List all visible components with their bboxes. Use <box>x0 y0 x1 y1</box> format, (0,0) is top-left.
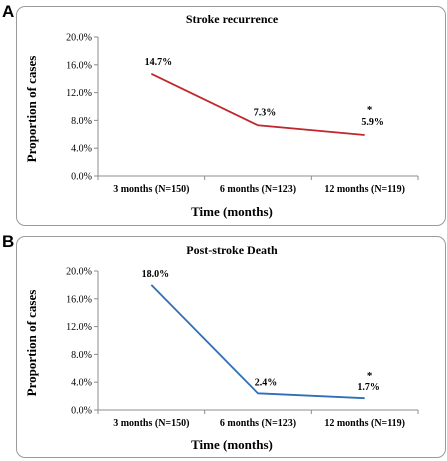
chart-a-data-label: 14.7% <box>145 57 173 68</box>
chart-b-ytick-label: 16.0% <box>66 294 92 305</box>
chart-b-significance-marker: * <box>367 370 373 382</box>
chart-a-ytick-label: 8.0% <box>71 116 92 127</box>
chart-a-ytick-label: 16.0% <box>66 60 92 71</box>
chart-b-data-label: 1.7% <box>357 382 380 393</box>
chart-b-ytick-label: 8.0% <box>71 350 92 361</box>
chart-b-series-line <box>150 284 365 400</box>
chart-b-xtick-label: 12 months (N=119) <box>324 418 405 429</box>
chart-a-data-label: 5.9% <box>361 117 384 128</box>
chart-b-ytick-label: 4.0% <box>71 378 92 389</box>
chart-a-series-line <box>150 73 365 136</box>
chart-a-xtick-label: 12 months (N=119) <box>324 184 405 195</box>
chart-b-ylabel: Proportion of cases <box>24 290 39 397</box>
chart-b-xtick-label: 6 months (N=123) <box>220 418 296 429</box>
chart-a-title: Stroke recurrence <box>186 12 279 26</box>
chart-a-data-label: 7.3% <box>254 107 277 118</box>
chart-b-xtick-label: 3 months (N=150) <box>113 418 189 429</box>
chart-b-ytick-label: 12.0% <box>66 322 92 333</box>
chart-b-data-label: 2.4% <box>255 377 278 388</box>
chart-a-ytick-label: 4.0% <box>71 144 92 155</box>
panel-b-letter: B <box>2 232 15 251</box>
chart-a-ytick-label: 20.0% <box>66 33 92 44</box>
chart-a: Stroke recurrence Proportion of cases Ti… <box>24 12 419 219</box>
chart-b-ytick-label: 20.0% <box>66 267 92 278</box>
panel-a-letter: A <box>2 2 15 21</box>
chart-a-significance-marker: * <box>367 104 373 116</box>
chart-b-title: Post-stroke Death <box>186 243 278 257</box>
chart-a-ytick-label: 0.0% <box>71 172 92 183</box>
chart-a-ytick-label: 12.0% <box>66 88 92 99</box>
chart-a-ylabel: Proportion of cases <box>24 56 39 163</box>
chart-a-xlabel: Time (months) <box>191 204 273 219</box>
chart-b-ytick-label: 0.0% <box>71 406 92 417</box>
panel-a-frame <box>16 6 446 226</box>
chart-a-xtick-label: 6 months (N=123) <box>220 184 296 195</box>
chart-b-xlabel: Time (months) <box>191 437 273 452</box>
chart-b-data-label: 18.0% <box>142 269 170 280</box>
chart-a-xtick-label: 3 months (N=150) <box>113 184 189 195</box>
panel-b-frame <box>16 236 446 458</box>
